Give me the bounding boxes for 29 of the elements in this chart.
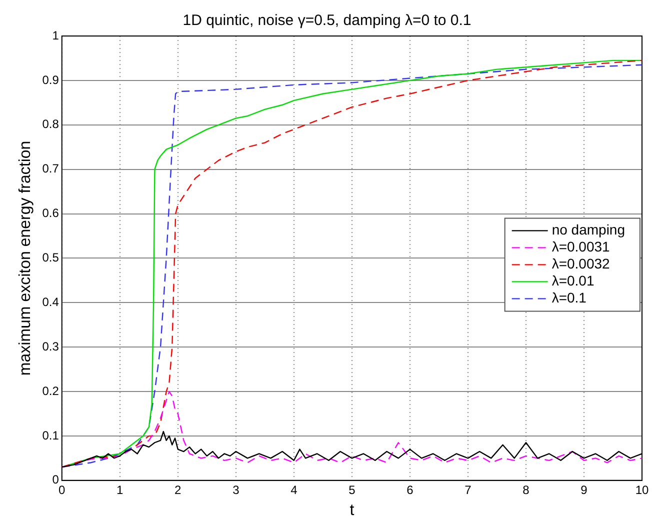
chart-title: 1D quintic, noise γ=0.5, damping λ=0 to 0.1	[182, 12, 472, 30]
y-tick-label: 0.3	[42, 339, 60, 354]
legend-label: no damping	[552, 222, 626, 238]
y-tick-label: 0.4	[42, 294, 60, 309]
x-tick-label: 3	[232, 482, 240, 497]
y-tick-label: 0.8	[42, 117, 60, 132]
y-tick-label: 0.1	[42, 428, 60, 442]
y-tick-label: 1	[52, 28, 60, 42]
legend-label: λ=0.01	[552, 272, 594, 289]
y-tick-label: 0.7	[42, 162, 60, 176]
legend-label: λ=0.0032	[552, 256, 610, 272]
legend-label: λ=0.1	[552, 290, 587, 306]
legend-label: λ=0.0031	[552, 238, 610, 255]
y-tick-label: 0.9	[42, 72, 60, 87]
y-tick-label: 0	[52, 472, 60, 487]
x-tick-label: 4	[290, 482, 298, 497]
x-tick-label: 5	[348, 482, 356, 497]
x-tick-label: 9	[580, 482, 588, 497]
y-tick-label: 0.6	[42, 206, 60, 220]
x-tick-label: 6	[406, 482, 414, 497]
y-axis-title: maximum exciton energy fraction	[17, 140, 34, 376]
x-axis-title: t	[350, 502, 355, 519]
x-tick-label: 1	[116, 482, 124, 497]
y-tick-label: 0.5	[42, 250, 60, 265]
x-tick-label: 8	[522, 482, 530, 497]
y-tick-label: 0.2	[42, 384, 60, 398]
x-tick-label: 10	[635, 482, 649, 497]
x-tick-label: 7	[464, 482, 472, 497]
x-tick-label: 2	[174, 482, 182, 497]
